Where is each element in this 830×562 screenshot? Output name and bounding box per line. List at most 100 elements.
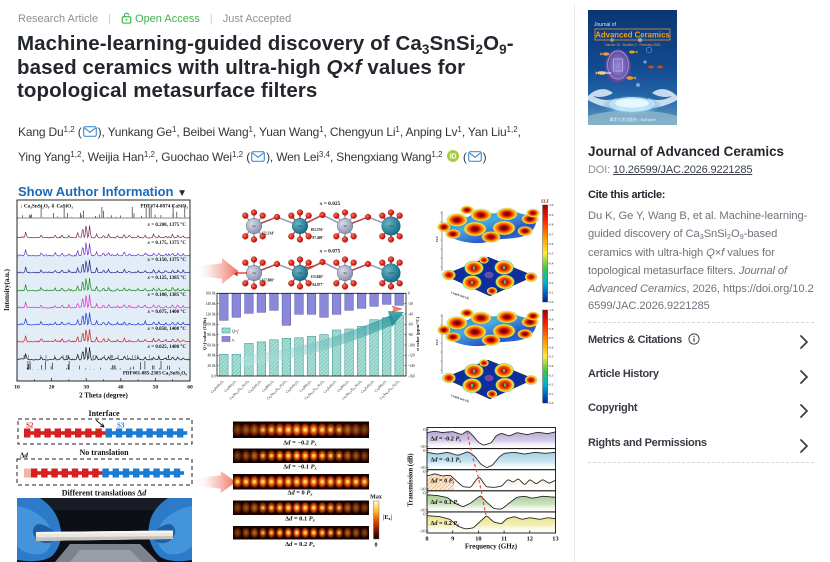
svg-text:-100: -100	[408, 343, 415, 347]
svg-text:Volume 15 · Number 2 · Februar: Volume 15 · Number 2 · February 2026	[605, 43, 661, 47]
svg-text:-120: -120	[408, 354, 415, 358]
svg-text:30: 30	[83, 385, 89, 391]
svg-text:-40: -40	[408, 312, 413, 316]
svg-text:10: 10	[14, 385, 20, 391]
svg-text:x = 0.025: x = 0.025	[319, 201, 341, 207]
svg-text:Different translations Δd: Different translations Δd	[62, 489, 147, 498]
svg-text:iD: iD	[449, 154, 456, 161]
svg-text:0: 0	[423, 490, 426, 495]
svg-text:0: 0	[423, 511, 426, 516]
svg-text:1.0: 1.0	[549, 203, 553, 207]
svg-text:-10: -10	[419, 444, 426, 449]
svg-text:0.7: 0.7	[549, 336, 553, 340]
svg-text:140.0k: 140.0k	[206, 302, 216, 306]
svg-text:Δd = -0.1 Px: Δd = -0.1 Px	[431, 457, 462, 464]
svg-text:0.4: 0.4	[549, 364, 553, 368]
svg-text:120.0k: 120.0k	[206, 312, 216, 316]
svg-text:Δd = 0.1 Px: Δd = 0.1 Px	[431, 499, 460, 506]
svg-text:Ca3: Ca3	[388, 271, 394, 275]
svg-text:0: 0	[423, 448, 426, 453]
svg-text:Δd = 0.1 Px: Δd = 0.1 Px	[285, 516, 316, 523]
svg-text:τf: τf	[232, 337, 235, 343]
svg-text:x = 0.025, 1400 °C: x = 0.025, 1400 °C	[147, 345, 187, 350]
svg-text:0.3: 0.3	[549, 271, 553, 275]
svg-text:0.9: 0.9	[549, 213, 553, 217]
svg-text:ELF: ELF	[541, 199, 549, 204]
svg-text:0: 0	[375, 543, 378, 549]
svg-text:0.0: 0.0	[549, 300, 553, 304]
svg-text:Sn: Sn	[343, 271, 347, 275]
svg-text:0.2: 0.2	[549, 281, 553, 285]
svg-text:0.3: 0.3	[549, 373, 553, 377]
svg-text:Ca2BSi2O7: Ca2BSi2O7	[299, 379, 314, 394]
svg-text:40.0k: 40.0k	[207, 354, 215, 358]
svg-text:x = 0.200, 1375 °C: x = 0.200, 1375 °C	[147, 223, 187, 228]
svg-text:-20: -20	[408, 302, 413, 306]
svg-text:12: 12	[527, 536, 533, 543]
svg-text:-10: -10	[419, 465, 426, 470]
svg-text:PDF#74-0874 CaSiO3: PDF#74-0874 CaSiO3	[140, 204, 188, 210]
svg-text:Ca2ZnSi2O7: Ca2ZnSi2O7	[323, 379, 339, 395]
svg-text:10: 10	[475, 536, 481, 543]
svg-text:100.0k: 100.0k	[206, 323, 216, 327]
svg-text:94.977°: 94.977°	[312, 283, 324, 287]
svg-text:No translation: No translation	[79, 448, 129, 457]
svg-text:60.0k: 60.0k	[207, 343, 215, 347]
svg-text:ELF: ELF	[435, 236, 439, 242]
svg-text:Δd: Δd	[20, 452, 28, 460]
svg-text:|Ez|: |Ez|	[383, 514, 392, 521]
svg-text:Journal of: Journal of	[594, 22, 617, 28]
svg-text:Ca1: Ca1	[297, 224, 303, 228]
svg-text:ELF: ELF	[435, 339, 439, 345]
svg-text:112.314°: 112.314°	[262, 232, 275, 236]
svg-text:x = 0.175, 1375 °C: x = 0.175, 1375 °C	[147, 241, 187, 246]
svg-text:Δd = −0.1 Px: Δd = −0.1 Px	[283, 464, 317, 471]
svg-text:0.1: 0.1	[549, 392, 553, 396]
svg-text:S2: S2	[26, 422, 34, 430]
svg-text:Ca2BSi2O7: Ca2BSi2O7	[261, 379, 276, 394]
svg-text:0: 0	[408, 292, 410, 296]
svg-text:0.6: 0.6	[549, 345, 553, 349]
svg-text:Δd = 0.2 Px: Δd = 0.2 Px	[285, 541, 316, 548]
svg-text:80.0k: 80.0k	[207, 333, 215, 337]
svg-text:0.5: 0.5	[549, 252, 553, 256]
svg-text:Q×f: Q×f	[232, 329, 239, 334]
svg-text:117.880°: 117.880°	[262, 279, 275, 283]
svg-text:50: 50	[153, 385, 159, 391]
svg-text:Sn: Sn	[343, 224, 347, 228]
svg-text:Ca1: Ca1	[297, 271, 303, 275]
svg-text:113.840°: 113.840°	[311, 275, 324, 279]
svg-text:Ca2BSi2O7: Ca2BSi2O7	[374, 379, 389, 394]
svg-text:0.2: 0.2	[549, 383, 553, 387]
svg-text:0.0: 0.0	[211, 374, 216, 378]
svg-text:2 Theta (degree): 2 Theta (degree)	[79, 392, 128, 400]
svg-text:0.5: 0.5	[549, 355, 553, 359]
svg-text:Max: Max	[370, 495, 382, 501]
svg-text:Friction: Friction	[598, 71, 611, 75]
svg-text:103.576°: 103.576°	[310, 228, 324, 232]
svg-text:Intensity(a.u.): Intensity(a.u.)	[3, 268, 11, 311]
svg-text:97.469°: 97.469°	[312, 236, 324, 240]
svg-text:Length unit (Å): Length unit (Å)	[451, 291, 470, 300]
svg-text:-10: -10	[419, 529, 426, 534]
svg-text:-60: -60	[408, 323, 413, 327]
svg-text:-140: -140	[408, 364, 415, 368]
svg-text:160.0k: 160.0k	[206, 292, 216, 296]
svg-text:9: 9	[451, 536, 454, 543]
svg-text:-80: -80	[408, 333, 413, 337]
svg-text:Transmission (dB): Transmission (dB)	[408, 453, 415, 506]
svg-text:0.0: 0.0	[549, 401, 553, 405]
svg-text:Sn: Sn	[252, 271, 256, 275]
svg-text:0: 0	[423, 427, 426, 432]
svg-text:x = 0.100, 1385 °C: x = 0.100, 1385 °C	[147, 293, 187, 298]
svg-text:Sn: Sn	[487, 273, 491, 277]
svg-text:Advanced Ceramics: Advanced Ceramics	[595, 31, 670, 40]
svg-text:0.6: 0.6	[549, 242, 553, 246]
svg-text:0.7: 0.7	[549, 232, 553, 236]
svg-text:11: 11	[501, 536, 507, 543]
svg-text:20.0k: 20.0k	[207, 364, 215, 368]
svg-text:0.4: 0.4	[549, 261, 553, 265]
svg-text:Δd = -0.2 Px: Δd = -0.2 Px	[431, 436, 462, 443]
svg-text:-10: -10	[419, 486, 426, 491]
svg-text:↓ Ca3SnSi2O9 ⇓ CaSiO3: ↓ Ca3SnSi2O9 ⇓ CaSiO3	[20, 204, 73, 210]
